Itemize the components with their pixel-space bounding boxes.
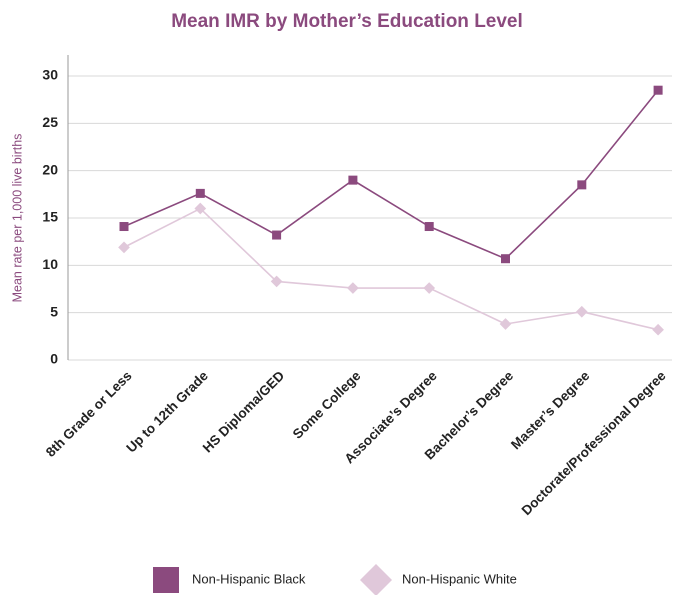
legend-label: Non-Hispanic White <box>402 571 517 586</box>
marker <box>194 202 207 215</box>
chart-title: Mean IMR by Mother’s Education Level <box>171 11 523 32</box>
y-tick-label: 0 <box>50 351 58 367</box>
marker <box>577 180 587 190</box>
marker <box>652 323 664 336</box>
x-tick-label: HS Diploma/GED <box>200 368 288 456</box>
y-tick-label: 25 <box>42 114 58 130</box>
marker <box>270 275 283 288</box>
marker <box>347 282 359 294</box>
y-tick-label: 5 <box>50 303 58 319</box>
marker <box>423 282 436 294</box>
y-axis-label: Mean rate per 1,000 live births <box>10 134 24 303</box>
legend-swatch <box>153 567 179 593</box>
marker <box>501 254 510 264</box>
marker <box>272 230 282 240</box>
legend-label: Non-Hispanic Black <box>192 571 306 586</box>
y-tick-label: 30 <box>42 67 58 83</box>
x-tick-label: Some College <box>290 368 364 442</box>
marker <box>348 175 358 185</box>
marker <box>195 188 205 198</box>
y-tick-label: 15 <box>42 209 58 225</box>
marker <box>653 85 663 95</box>
x-tick-label: Master’s Degree <box>508 368 593 453</box>
marker <box>575 305 588 318</box>
x-tick-label: 8th Grade or Less <box>43 368 135 460</box>
x-tick-label: Doctorate/Professional Degree <box>519 368 669 518</box>
series-line <box>123 207 659 331</box>
y-tick-label: 10 <box>42 256 58 272</box>
legend-swatch <box>360 564 392 595</box>
y-tick-label: 20 <box>42 161 58 177</box>
marker <box>424 222 434 232</box>
marker <box>499 318 512 330</box>
series-line <box>123 89 659 260</box>
marker <box>119 222 129 232</box>
x-tick-label: Up to 12th Grade <box>123 368 211 456</box>
marker <box>118 241 130 254</box>
